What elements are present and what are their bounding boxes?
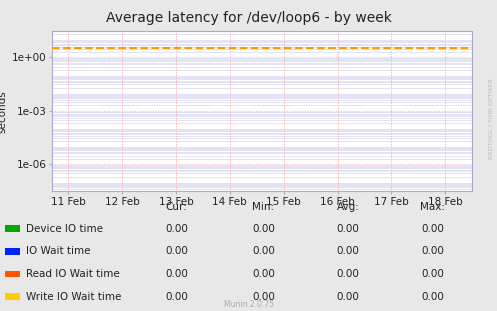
Text: IO Wait time: IO Wait time <box>26 246 90 256</box>
Text: 0.00: 0.00 <box>165 246 188 256</box>
Text: 0.00: 0.00 <box>336 269 359 279</box>
Text: Avg:: Avg: <box>336 202 359 212</box>
Text: 0.00: 0.00 <box>252 269 275 279</box>
Text: 0.00: 0.00 <box>421 224 444 234</box>
Text: 0.00: 0.00 <box>336 224 359 234</box>
Y-axis label: seconds: seconds <box>0 90 8 132</box>
Text: 0.00: 0.00 <box>165 224 188 234</box>
Text: 0.00: 0.00 <box>165 269 188 279</box>
Text: Read IO Wait time: Read IO Wait time <box>26 269 120 279</box>
Text: Min:: Min: <box>252 202 274 212</box>
Text: Munin 2.0.75: Munin 2.0.75 <box>224 300 273 309</box>
Text: Device IO time: Device IO time <box>26 224 103 234</box>
Text: 0.00: 0.00 <box>421 246 444 256</box>
Text: RRDTOOL / TOBI OETIKER: RRDTOOL / TOBI OETIKER <box>488 78 493 159</box>
Text: 0.00: 0.00 <box>336 246 359 256</box>
Text: 0.00: 0.00 <box>252 224 275 234</box>
Text: Average latency for /dev/loop6 - by week: Average latency for /dev/loop6 - by week <box>105 11 392 25</box>
Text: 0.00: 0.00 <box>421 292 444 302</box>
Text: 0.00: 0.00 <box>252 292 275 302</box>
Text: 0.00: 0.00 <box>336 292 359 302</box>
Text: Cur:: Cur: <box>166 202 187 212</box>
Text: 0.00: 0.00 <box>421 269 444 279</box>
Text: 0.00: 0.00 <box>165 292 188 302</box>
Text: Max:: Max: <box>420 202 445 212</box>
Text: Write IO Wait time: Write IO Wait time <box>26 292 121 302</box>
Text: 0.00: 0.00 <box>252 246 275 256</box>
